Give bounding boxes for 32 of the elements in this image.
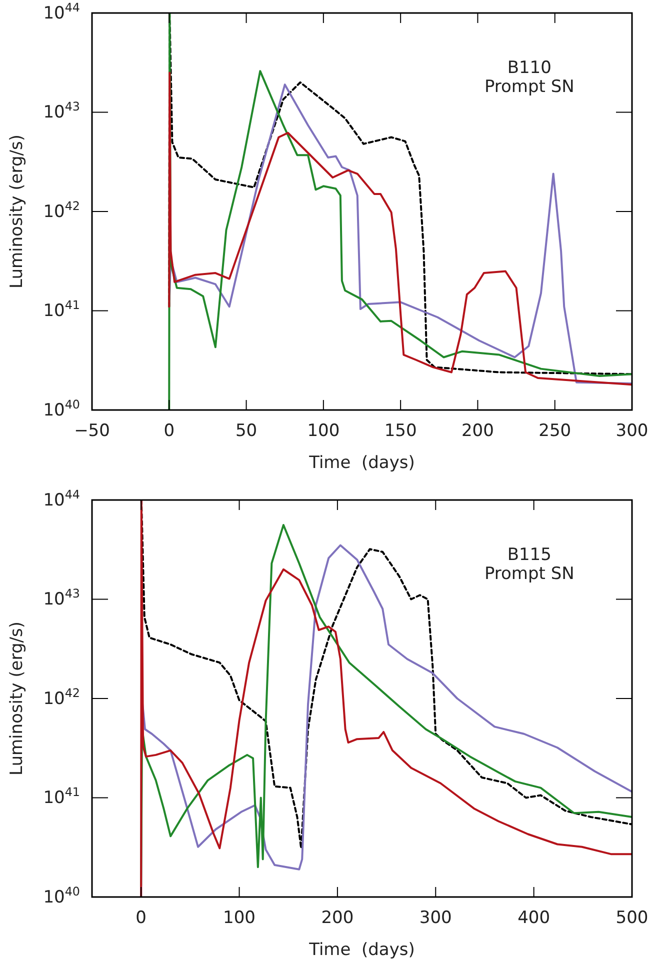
x-tick-label: 0 <box>136 908 147 928</box>
x-tick-label: 200 <box>461 421 494 442</box>
y-tick-label: 10$^{44}$ <box>43 487 80 510</box>
x-tick-label: −50 <box>74 421 110 442</box>
y-tick-label: 10$^{42}$ <box>43 198 80 222</box>
y-tick-label: 10$^{40}$ <box>43 884 80 908</box>
y-tick-label: 10$^{43}$ <box>43 586 80 610</box>
y-axis-title: Luminosity (erg/s) <box>7 134 27 288</box>
x-tick-label: 250 <box>538 421 572 442</box>
y-tick-label: 10$^{41}$ <box>43 785 80 808</box>
x-tick-label: 300 <box>419 908 452 928</box>
x-tick-label: 300 <box>616 421 648 442</box>
x-tick-label: 50 <box>235 421 258 442</box>
annotation: B115 <box>507 545 552 565</box>
y-tick-label: 10$^{42}$ <box>43 686 80 709</box>
x-tick-label: 100 <box>223 908 256 928</box>
x-tick-label: 400 <box>518 908 550 928</box>
y-tick-label: 10$^{44}$ <box>43 0 80 24</box>
y-axis-title: Luminosity (erg/s) <box>7 622 27 776</box>
x-axis-title: Time (days) <box>308 453 415 473</box>
x-tick-label: 100 <box>307 421 340 442</box>
y-tick-label: 10$^{40}$ <box>43 397 80 420</box>
y-tick-label: 10$^{43}$ <box>43 100 80 123</box>
x-axis-title: Time (days) <box>308 940 415 960</box>
x-tick-label: 0 <box>164 421 175 442</box>
annotation: Prompt SN <box>484 564 574 584</box>
annotation: B110 <box>507 58 552 78</box>
y-tick-label: 10$^{41}$ <box>43 298 80 322</box>
x-tick-label: 200 <box>321 908 354 928</box>
x-tick-label: 150 <box>384 421 417 442</box>
annotation: Prompt SN <box>484 77 574 97</box>
x-tick-label: 500 <box>616 908 648 928</box>
